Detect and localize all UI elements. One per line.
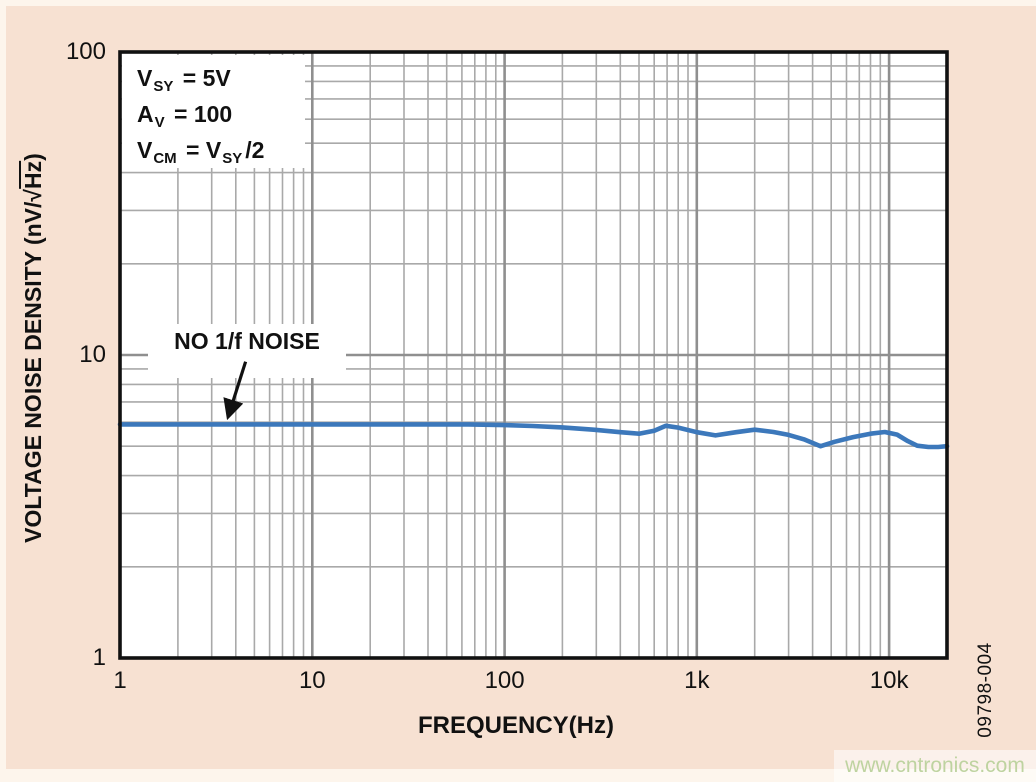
figure-id: 09798-004 [975,642,996,738]
x-tick-1: 1 [113,667,127,694]
y-axis-title: VOLTAGE NOISE DENSITY (nV/√Hz) [19,153,46,543]
sqrt-hz-overline: Hz [19,160,46,189]
x-axis-title: FREQUENCY(Hz) [418,712,614,739]
x-tick-10: 10 [298,667,326,694]
condition-line: VSY = 5V [137,65,231,95]
no-1f-noise-label: NO 1/f NOISE [148,324,346,378]
x-tick-10k: 10k [869,667,909,694]
y-tick-100: 100 [65,38,106,65]
x-tick-1k: 1k [684,667,710,694]
y-tick-1: 1 [92,644,106,671]
watermark: www.cntronics.com [834,750,1036,782]
y-tick-10: 10 [79,341,106,368]
x-tick-100: 100 [484,667,525,694]
condition-line: VCM = VSY/2 [137,137,265,167]
test-conditions-box: VSY = 5V AV = 100 VCM = VSY/2 [122,55,305,168]
condition-line: AV = 100 [137,101,233,131]
